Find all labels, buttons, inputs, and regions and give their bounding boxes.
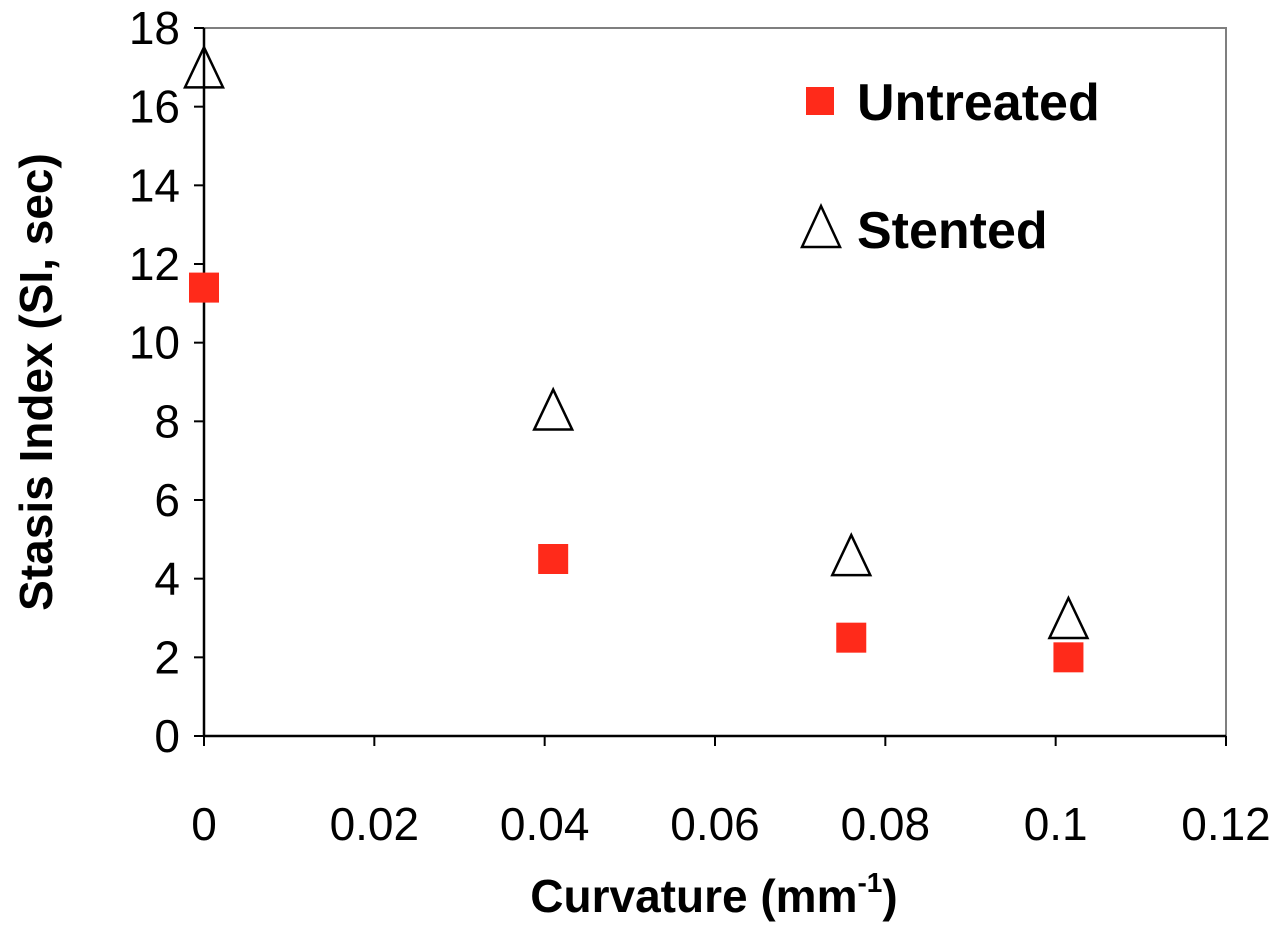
stented-point: [183, 44, 225, 89]
y-tick-label: 12: [129, 238, 180, 290]
x-axis-tick-labels: 0 0.02 0.04 0.06 0.08 0.1 0.12: [191, 798, 1271, 850]
legend-untreated-marker: [806, 87, 834, 115]
x-axis-title-suffix: ): [882, 870, 897, 922]
y-tick-label: 8: [154, 395, 180, 447]
x-axis-ticks: [203, 736, 1227, 746]
untreated-point: [836, 622, 867, 653]
y-axis-ticks: [194, 27, 204, 737]
y-axis-tick-labels: 0 2 4 6 8 10 12 14 16 18: [129, 2, 180, 762]
x-tick-label: 0.04: [500, 798, 590, 850]
y-tick-label: 6: [154, 474, 180, 526]
stented-point: [1047, 595, 1090, 640]
legend: Untreated Stented: [800, 74, 1100, 260]
y-tick-label: 10: [129, 317, 180, 369]
y-tick-label: 16: [129, 81, 180, 133]
x-tick-label: 0.12: [1181, 798, 1271, 850]
legend-untreated-label: Untreated: [857, 74, 1100, 132]
y-tick-label: 14: [129, 159, 180, 211]
y-axis-title: Stasis Index (SI, sec): [10, 153, 62, 611]
stented-point: [830, 532, 873, 577]
y-tick-label: 0: [154, 710, 180, 762]
untreated-point: [538, 544, 569, 574]
untreated-point: [1053, 642, 1084, 673]
untreated-point: [189, 272, 219, 303]
x-axis-title-main: Curvature (mm: [530, 870, 857, 922]
plot-area-frame: [203, 27, 1227, 737]
y-tick-label: 4: [154, 553, 180, 605]
data-markers: [183, 44, 1090, 673]
x-tick-label: 0: [191, 798, 217, 850]
x-axis-title: Curvature (mm-1): [530, 867, 897, 922]
legend-stented-marker: [800, 203, 842, 249]
x-tick-label: 0.1: [1024, 798, 1088, 850]
x-tick-label: 0.02: [330, 798, 420, 850]
stented-point: [532, 386, 575, 431]
x-axis-title-superscript: -1: [857, 867, 882, 898]
y-tick-label: 2: [154, 631, 180, 683]
legend-stented-label: Stented: [857, 202, 1048, 260]
x-tick-label: 0.06: [670, 798, 760, 850]
x-tick-label: 0.08: [841, 798, 931, 850]
y-tick-label: 18: [129, 2, 180, 54]
